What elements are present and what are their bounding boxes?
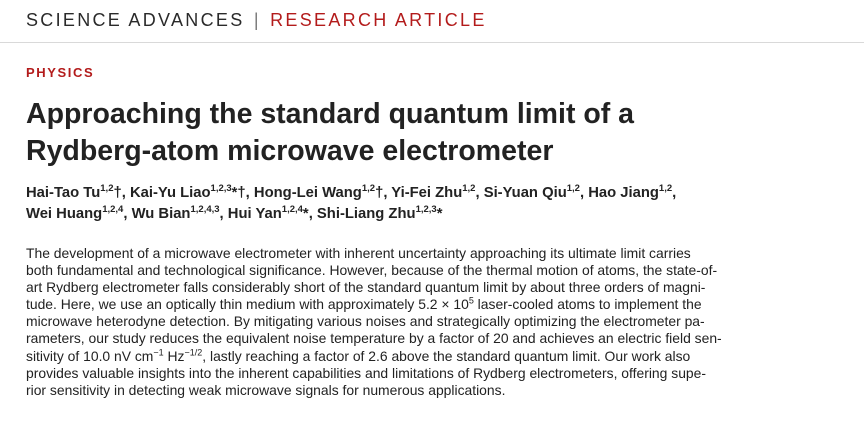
abstract-line: rior sensitivity in detecting weak micro… <box>26 381 506 398</box>
journal-name: SCIENCE ADVANCES <box>26 10 245 30</box>
abstract-line: The development of a microwave electrome… <box>26 245 691 261</box>
author-list: Hai-Tao Tu1,2†, Kai-Yu Liao1,2,3*†, Hong… <box>26 183 856 225</box>
abstract: The development of a microwave electrome… <box>26 245 846 399</box>
author-line: Wei Huang1,2,4, Wu Bian1,2,4,3, Hui Yan1… <box>26 204 856 225</box>
author: Hao Jiang1,2, <box>588 183 677 201</box>
author: Kai-Yu Liao1,2,3*†, <box>129 183 254 201</box>
section-label: PHYSICS <box>26 65 95 80</box>
author: Wei Huang1,2,4, <box>26 204 132 222</box>
abstract-line: art Rydberg electrometer falls considera… <box>26 279 706 296</box>
author: Shi-Liang Zhu1,2,3* <box>316 204 443 222</box>
header-divider <box>0 42 864 43</box>
abstract-line: rameters, our study reduces the equivale… <box>26 330 722 347</box>
journal-header: SCIENCE ADVANCES | RESEARCH ARTICLE <box>26 8 487 32</box>
article-type: RESEARCH ARTICLE <box>270 10 487 30</box>
author: Wu Bian1,2,4,3, <box>131 204 228 222</box>
article-title: Approaching the standard quantum limit o… <box>26 96 826 170</box>
abstract-line: sitivity of 10.0 nV cm−1 Hz−1/2, lastly … <box>26 346 691 364</box>
author: Hui Yan1,2,4*, <box>227 204 317 222</box>
author: Si-Yuan Qiu1,2, <box>483 183 589 201</box>
abstract-line: microwave heterodyne detection. By mitig… <box>26 313 705 330</box>
header-separator: | <box>253 10 261 30</box>
title-line: Rydberg-atom microwave electrometer <box>26 135 554 167</box>
author: Yi-Fei Zhu1,2, <box>391 183 484 201</box>
abstract-line: provides valuable insights into the inhe… <box>26 364 706 381</box>
author: Hai-Tao Tu1,2†, <box>26 183 130 201</box>
abstract-line: tude. Here, we use an optically thin med… <box>26 295 702 313</box>
author: Hong-Lei Wang1,2†, <box>253 183 392 201</box>
title-line: Approaching the standard quantum limit o… <box>26 98 635 130</box>
author-line: Hai-Tao Tu1,2†, Kai-Yu Liao1,2,3*†, Hong… <box>26 183 856 204</box>
abstract-line: both fundamental and technological signi… <box>26 262 718 279</box>
